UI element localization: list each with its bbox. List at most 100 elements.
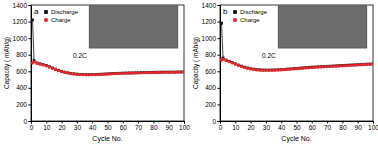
data-point xyxy=(51,67,54,70)
data-point xyxy=(277,68,280,71)
x-tick-label: 60 xyxy=(120,124,128,131)
data-point xyxy=(283,68,286,71)
y-tick-mark xyxy=(29,71,32,72)
y-axis: 0200400600800100012001400 xyxy=(202,2,221,125)
y-tick-label: 400 xyxy=(16,84,27,91)
data-point xyxy=(112,72,115,75)
x-tick-label: 80 xyxy=(339,124,347,131)
y-tick-mark xyxy=(29,104,32,105)
y-tick: 0 xyxy=(23,118,31,125)
y-tick-label: 200 xyxy=(16,101,27,108)
data-point xyxy=(344,64,347,67)
data-point xyxy=(338,64,341,67)
data-point xyxy=(313,66,316,69)
data-point xyxy=(344,64,347,67)
data-point xyxy=(124,72,127,75)
legend-label: Charge xyxy=(51,17,71,23)
y-tick-mark xyxy=(218,121,221,122)
data-point xyxy=(231,61,234,64)
data-point xyxy=(286,68,289,71)
data-point xyxy=(133,71,136,74)
x-tick-label: 70 xyxy=(324,124,332,131)
series-line xyxy=(33,62,184,75)
data-point xyxy=(329,65,332,68)
data-point xyxy=(249,67,252,70)
data-point xyxy=(350,64,353,67)
y-tick: 200 xyxy=(16,101,31,108)
data-point xyxy=(32,60,35,63)
y-tick-label: 1400 xyxy=(13,2,28,9)
data-point xyxy=(109,72,112,75)
data-point xyxy=(176,71,179,74)
data-point xyxy=(66,71,69,74)
data-point xyxy=(255,68,258,71)
data-point xyxy=(60,70,63,73)
data-point xyxy=(277,68,280,71)
data-point xyxy=(270,69,273,72)
x-tick: 0 xyxy=(30,121,34,131)
data-point xyxy=(152,71,155,74)
data-point xyxy=(63,71,66,74)
plot-frame xyxy=(220,5,373,121)
x-tick-label: 50 xyxy=(104,124,112,131)
data-point xyxy=(237,64,240,67)
data-point xyxy=(329,65,332,68)
x-tick: 70 xyxy=(135,121,143,131)
inset-image xyxy=(89,6,178,48)
data-point xyxy=(84,73,87,76)
data-point xyxy=(234,62,237,65)
y-tick-label: 1400 xyxy=(202,2,217,9)
data-point xyxy=(289,67,292,70)
data-point xyxy=(167,71,170,74)
y-tick-mark xyxy=(218,22,221,23)
data-point xyxy=(146,71,149,74)
series-line xyxy=(33,20,184,75)
panel: 0102030405060708090100020040060080010001… xyxy=(3,2,190,143)
data-point xyxy=(149,71,152,74)
y-axis-title: Capacity ( mAh/g) xyxy=(3,37,11,89)
data-point xyxy=(121,72,124,75)
data-point xyxy=(103,73,106,76)
data-point xyxy=(170,71,173,74)
data-point xyxy=(155,71,158,74)
data-point xyxy=(127,72,130,75)
y-tick: 800 xyxy=(205,51,220,58)
data-point xyxy=(298,67,301,70)
data-point xyxy=(307,66,310,69)
panel-label: b xyxy=(223,7,228,16)
data-point xyxy=(94,73,97,76)
y-tick-mark xyxy=(218,104,221,105)
legend-entry: Charge xyxy=(233,17,260,23)
data-point xyxy=(152,71,155,74)
data-point xyxy=(252,68,255,71)
y-tick: 800 xyxy=(16,51,31,58)
data-point xyxy=(359,63,362,66)
x-tick-label: 100 xyxy=(368,124,378,131)
data-point xyxy=(365,63,368,66)
y-tick-mark xyxy=(29,22,32,23)
data-point xyxy=(45,64,48,67)
data-point xyxy=(140,71,143,74)
y-tick-label: 1200 xyxy=(13,18,28,25)
data-point xyxy=(319,65,322,68)
data-point xyxy=(295,67,298,70)
data-point xyxy=(347,64,350,67)
data-point xyxy=(173,71,176,74)
x-tick-label: 90 xyxy=(355,124,363,131)
data-point xyxy=(106,73,109,76)
data-point xyxy=(176,71,179,74)
legend-entry: Discharge xyxy=(233,9,268,15)
data-point xyxy=(332,65,335,68)
x-tick-label: 50 xyxy=(293,124,301,131)
data-point xyxy=(100,73,103,76)
data-point xyxy=(88,73,91,76)
y-tick-label: 400 xyxy=(205,84,216,91)
data-point xyxy=(161,71,164,74)
data-point xyxy=(143,71,146,74)
data-point xyxy=(283,68,286,71)
data-point xyxy=(292,67,295,70)
data-point xyxy=(240,65,243,68)
data-point xyxy=(273,69,276,72)
data-point xyxy=(54,68,57,71)
y-tick: 400 xyxy=(205,84,220,91)
